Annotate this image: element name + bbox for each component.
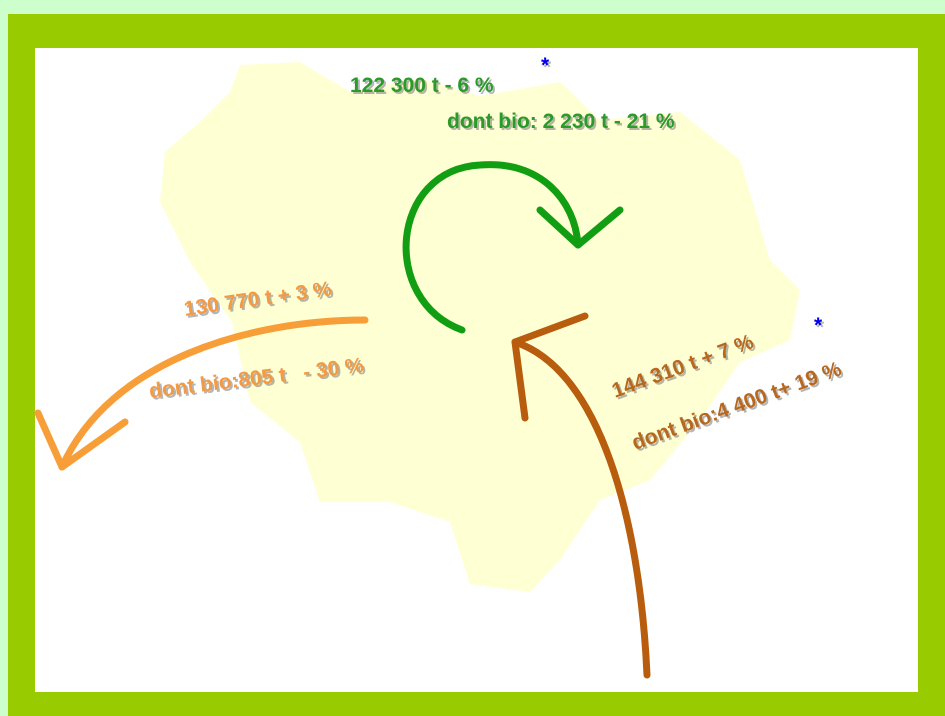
green-loop-arrow [402, 161, 582, 334]
green-note: * [541, 54, 550, 77]
green-arrowhead [536, 206, 624, 249]
brown-note: * [814, 314, 823, 337]
brown-arrow [511, 338, 651, 679]
region-shape [160, 62, 800, 592]
green-bio: dont bio: 2 230 t - 21 % [447, 110, 675, 133]
brown-arrowhead [511, 312, 589, 422]
orange-arrowhead [34, 409, 129, 471]
green-total: 122 300 t - 6 % [350, 74, 494, 97]
orange-arrow [58, 316, 369, 471]
